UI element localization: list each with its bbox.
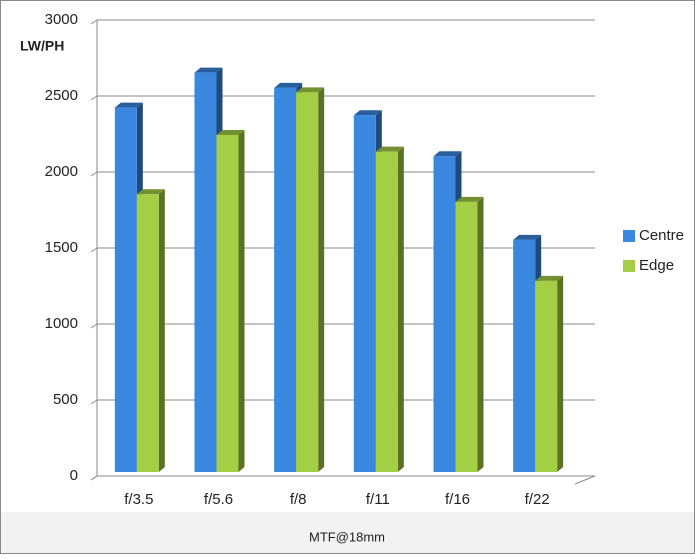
x-tick-label: f/11 <box>366 491 390 508</box>
y-tick-label: 2000 <box>45 163 78 180</box>
bar-top <box>114 102 143 108</box>
bar <box>513 239 536 472</box>
grid-tick <box>90 171 98 177</box>
bar <box>455 201 478 472</box>
x-tick-label: f/5.6 <box>204 491 233 508</box>
bar-top <box>513 234 542 240</box>
bar-top <box>194 67 223 73</box>
bar-top <box>455 196 484 202</box>
bar <box>433 156 456 473</box>
bar-side <box>158 189 165 473</box>
legend-swatch <box>623 230 635 242</box>
grid-tick <box>90 323 98 329</box>
bar <box>216 134 239 472</box>
grid-tick <box>90 247 98 253</box>
bar <box>296 92 319 473</box>
y-tick-label: 1000 <box>45 315 78 332</box>
x-tick-label: f/3.5 <box>124 491 153 508</box>
grid-tick <box>90 19 98 25</box>
bar <box>353 115 376 472</box>
bar-top <box>296 87 325 93</box>
grid-tick <box>90 399 98 405</box>
legend-swatch <box>623 260 635 272</box>
y-tick-label: 500 <box>53 391 78 408</box>
caption-band <box>1 512 694 553</box>
x-tick-label: f/8 <box>290 491 307 508</box>
x-tick-label: f/22 <box>525 491 550 508</box>
bar <box>274 87 297 472</box>
bar-top <box>274 82 303 88</box>
bar-top <box>375 146 404 152</box>
bar <box>114 107 137 472</box>
bar <box>375 151 398 472</box>
bar <box>136 194 159 473</box>
y-tick-label: 3000 <box>45 11 78 28</box>
bar-side <box>238 129 245 472</box>
bar-side <box>318 87 325 473</box>
legend-label: Centre <box>639 227 684 244</box>
bar-top <box>136 189 165 195</box>
legend-label: Edge <box>639 257 674 274</box>
bar <box>194 72 217 472</box>
bar-side <box>557 275 564 472</box>
y-axis-label: LW/PH <box>20 38 64 54</box>
y-tick-label: 1500 <box>45 239 78 256</box>
bar-top <box>216 129 245 135</box>
grid-tick <box>90 95 98 101</box>
bar-side <box>397 146 404 472</box>
bar <box>535 280 558 472</box>
bar-side <box>477 196 484 472</box>
bar-top <box>535 275 564 281</box>
x-axis-label: MTF@18mm <box>309 529 385 544</box>
bar-top <box>353 110 382 116</box>
y-tick-label: 0 <box>70 467 78 484</box>
y-tick-label: 2500 <box>45 87 78 104</box>
x-tick-label: f/16 <box>445 491 470 508</box>
floor <box>90 475 596 485</box>
bar-top <box>433 151 462 157</box>
